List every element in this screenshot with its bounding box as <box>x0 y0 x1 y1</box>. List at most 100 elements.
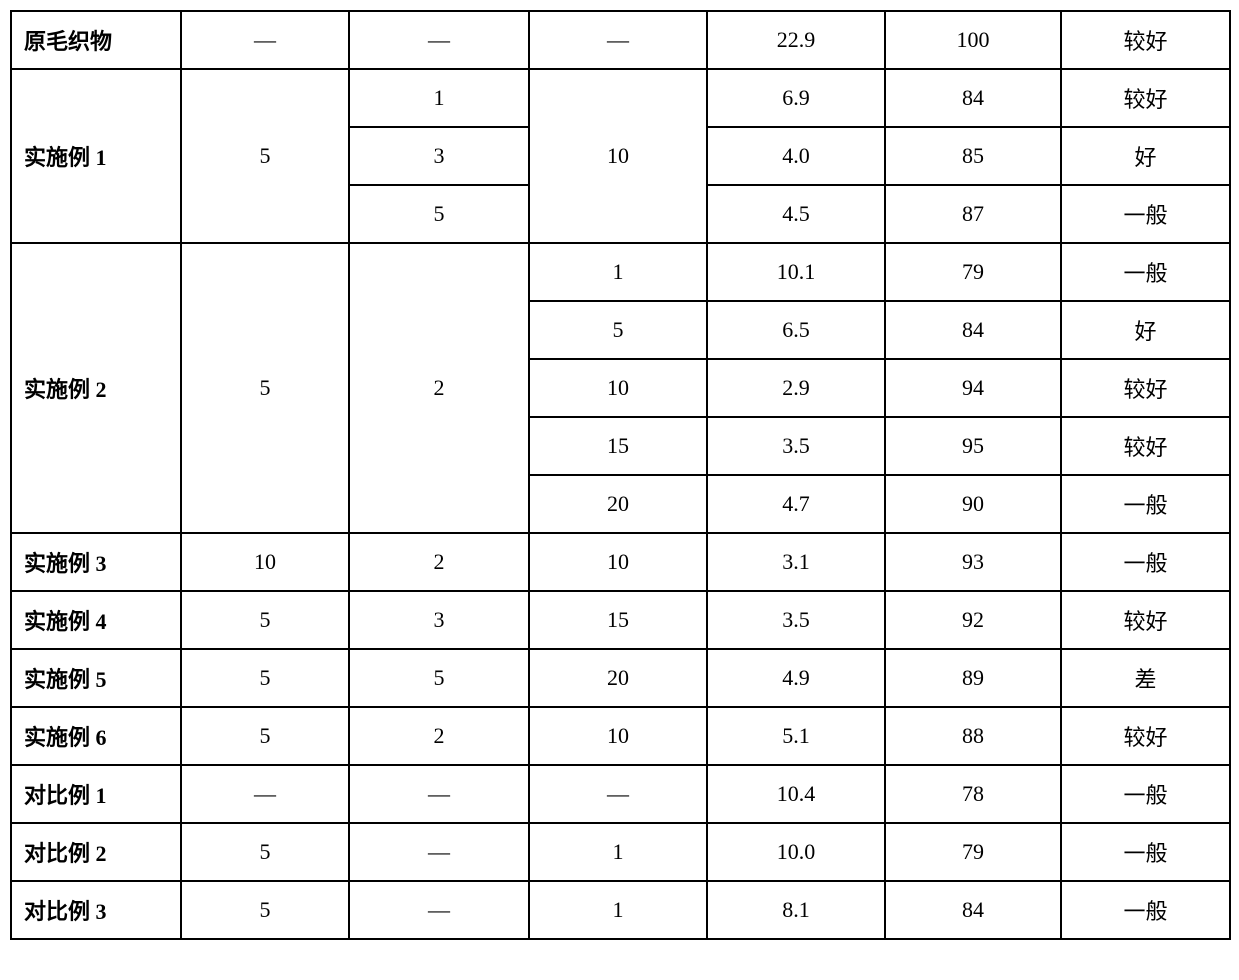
cell: 3.5 <box>707 417 885 475</box>
table-row: 对比例 3 5 — 1 8.1 84 一般 <box>11 881 1230 939</box>
cell: 3 <box>349 591 529 649</box>
cell: 6.9 <box>707 69 885 127</box>
cell: 6.5 <box>707 301 885 359</box>
cell: 15 <box>529 591 707 649</box>
cell: 79 <box>885 243 1061 301</box>
cell: 5 <box>181 243 349 533</box>
cell: — <box>181 765 349 823</box>
cell: 5 <box>349 649 529 707</box>
cell: 10.1 <box>707 243 885 301</box>
cell: 20 <box>529 649 707 707</box>
cell: 2 <box>349 707 529 765</box>
row-label: 实施例 5 <box>11 649 181 707</box>
cell: 92 <box>885 591 1061 649</box>
cell: 5 <box>181 69 349 243</box>
cell: 较好 <box>1061 707 1230 765</box>
cell: 5 <box>181 649 349 707</box>
cell: 一般 <box>1061 185 1230 243</box>
cell: 20 <box>529 475 707 533</box>
table-row: 对比例 1 — — — 10.4 78 一般 <box>11 765 1230 823</box>
cell: — <box>349 881 529 939</box>
cell: 1 <box>349 69 529 127</box>
cell: 5 <box>529 301 707 359</box>
cell: 4.7 <box>707 475 885 533</box>
cell: 22.9 <box>707 11 885 69</box>
cell: 84 <box>885 301 1061 359</box>
cell: 95 <box>885 417 1061 475</box>
row-label: 实施例 4 <box>11 591 181 649</box>
cell: 1 <box>529 243 707 301</box>
cell: — <box>529 765 707 823</box>
cell: 较好 <box>1061 69 1230 127</box>
row-label: 实施例 2 <box>11 243 181 533</box>
row-label: 实施例 6 <box>11 707 181 765</box>
cell: 一般 <box>1061 881 1230 939</box>
cell: 一般 <box>1061 823 1230 881</box>
table-row: 原毛织物 — — — 22.9 100 较好 <box>11 11 1230 69</box>
table-row: 对比例 2 5 — 1 10.0 79 一般 <box>11 823 1230 881</box>
row-label: 实施例 3 <box>11 533 181 591</box>
cell: 84 <box>885 69 1061 127</box>
cell: 93 <box>885 533 1061 591</box>
cell: 90 <box>885 475 1061 533</box>
row-label: 实施例 1 <box>11 69 181 243</box>
cell: 10 <box>529 707 707 765</box>
cell: — <box>349 765 529 823</box>
cell: 一般 <box>1061 243 1230 301</box>
table-row: 实施例 1 5 1 10 6.9 84 较好 <box>11 69 1230 127</box>
table-row: 实施例 6 5 2 10 5.1 88 较好 <box>11 707 1230 765</box>
cell: 5 <box>349 185 529 243</box>
cell: 100 <box>885 11 1061 69</box>
cell: 一般 <box>1061 533 1230 591</box>
cell: 10 <box>529 533 707 591</box>
cell: 较好 <box>1061 11 1230 69</box>
cell: 10 <box>181 533 349 591</box>
table-row: 实施例 4 5 3 15 3.5 92 较好 <box>11 591 1230 649</box>
row-label: 对比例 3 <box>11 881 181 939</box>
cell: — <box>349 823 529 881</box>
cell: 好 <box>1061 301 1230 359</box>
cell: 4.0 <box>707 127 885 185</box>
cell: 4.5 <box>707 185 885 243</box>
cell: 89 <box>885 649 1061 707</box>
cell: 84 <box>885 881 1061 939</box>
cell: 较好 <box>1061 359 1230 417</box>
cell: 3 <box>349 127 529 185</box>
cell: 5 <box>181 707 349 765</box>
cell: 1 <box>529 881 707 939</box>
cell: 较好 <box>1061 591 1230 649</box>
cell: 3.5 <box>707 591 885 649</box>
cell: 87 <box>885 185 1061 243</box>
cell: 2 <box>349 533 529 591</box>
cell: 85 <box>885 127 1061 185</box>
cell: 10 <box>529 359 707 417</box>
cell: — <box>349 11 529 69</box>
cell: 10 <box>529 69 707 243</box>
cell: 5 <box>181 823 349 881</box>
cell: 8.1 <box>707 881 885 939</box>
cell: 5.1 <box>707 707 885 765</box>
table-row: 实施例 3 10 2 10 3.1 93 一般 <box>11 533 1230 591</box>
cell: 差 <box>1061 649 1230 707</box>
cell: 3.1 <box>707 533 885 591</box>
table-row: 实施例 5 5 5 20 4.9 89 差 <box>11 649 1230 707</box>
cell: 4.9 <box>707 649 885 707</box>
cell: 好 <box>1061 127 1230 185</box>
cell: 5 <box>181 881 349 939</box>
cell: 10.0 <box>707 823 885 881</box>
row-label: 原毛织物 <box>11 11 181 69</box>
cell: — <box>529 11 707 69</box>
cell: — <box>181 11 349 69</box>
cell: 较好 <box>1061 417 1230 475</box>
cell: 2 <box>349 243 529 533</box>
row-label: 对比例 1 <box>11 765 181 823</box>
cell: 15 <box>529 417 707 475</box>
cell: 2.9 <box>707 359 885 417</box>
table-row: 实施例 2 5 2 1 10.1 79 一般 <box>11 243 1230 301</box>
cell: 一般 <box>1061 475 1230 533</box>
cell: 10.4 <box>707 765 885 823</box>
cell: 88 <box>885 707 1061 765</box>
cell: 79 <box>885 823 1061 881</box>
cell: 一般 <box>1061 765 1230 823</box>
cell: 78 <box>885 765 1061 823</box>
